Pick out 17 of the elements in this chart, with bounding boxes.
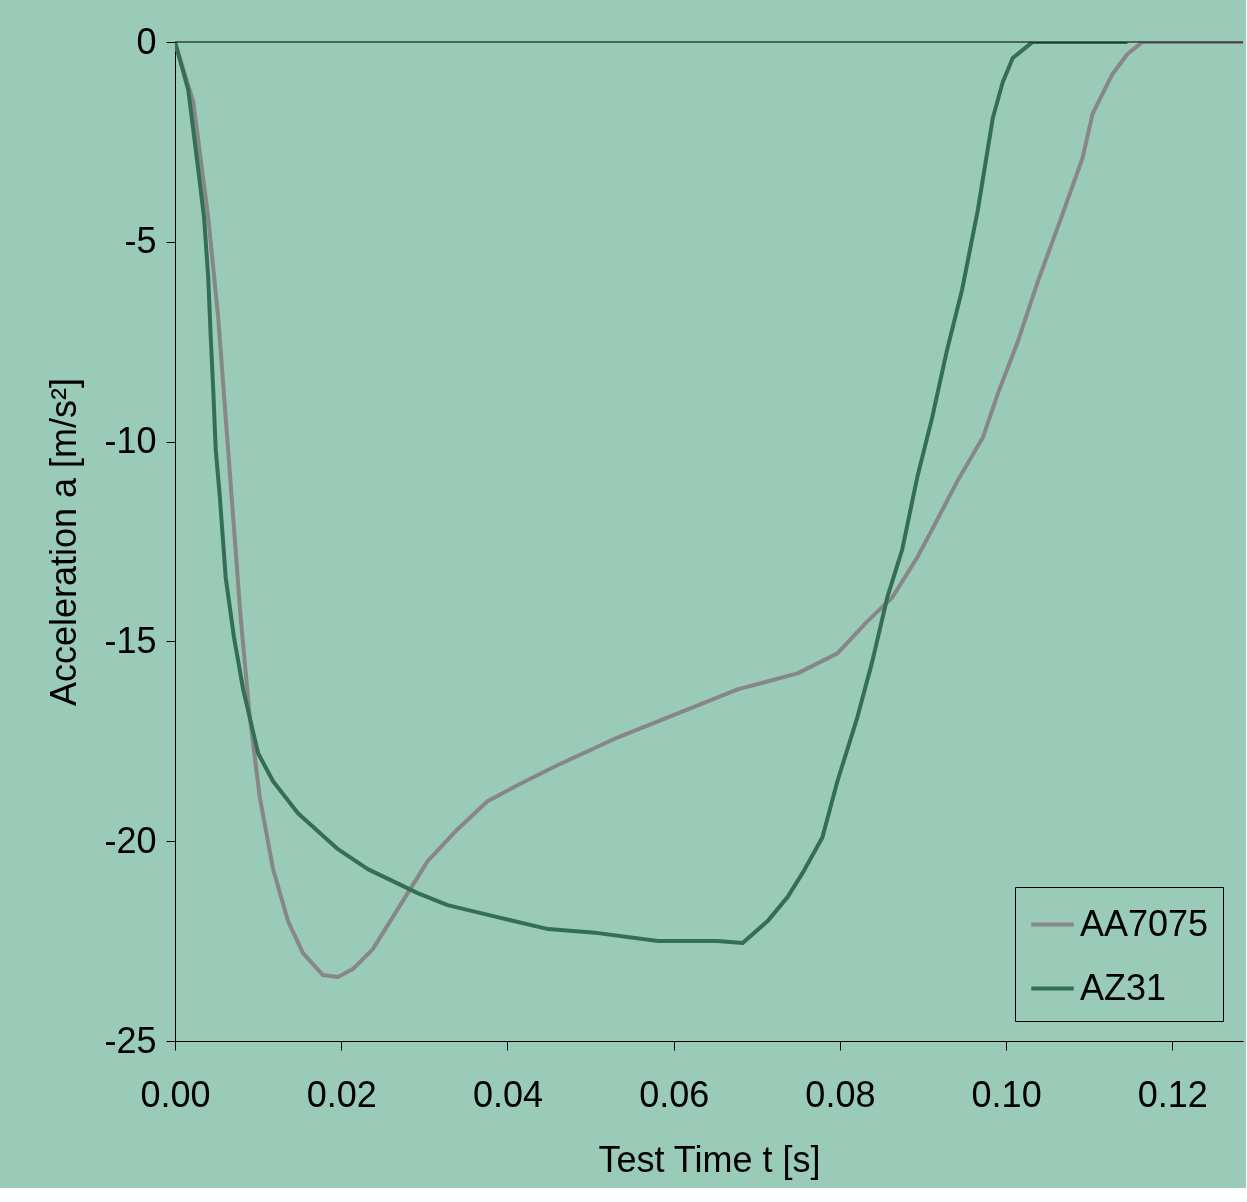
y-tick-label: -5 (124, 220, 157, 262)
legend-label: AZ31 (1080, 966, 1167, 1008)
legend-label: AA7075 (1080, 902, 1209, 944)
y-axis-title: Acceleration a [m/s²] (43, 377, 85, 707)
y-tick-label: -25 (104, 1019, 157, 1061)
x-tick-label: 0.02 (306, 1073, 377, 1115)
x-tick-label: 0.08 (805, 1073, 876, 1115)
x-tick-label: 0.00 (140, 1073, 211, 1115)
y-tick-label: -10 (104, 420, 157, 462)
y-tick-label: -20 (104, 819, 157, 861)
y-tick-label: -15 (104, 619, 157, 661)
x-tick-label: 0.10 (971, 1073, 1042, 1115)
x-tick-label: 0.04 (472, 1073, 543, 1115)
x-axis-title: Test Time t [s] (598, 1138, 821, 1180)
x-tick-label: 0.12 (1137, 1073, 1208, 1115)
x-tick-label: 0.06 (639, 1073, 710, 1115)
y-tick-label: 0 (136, 20, 157, 62)
